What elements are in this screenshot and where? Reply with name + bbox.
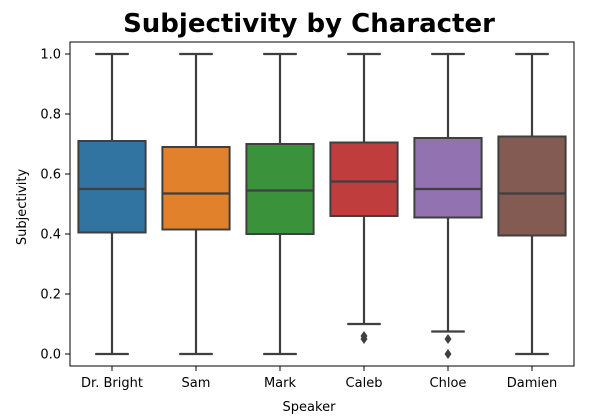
box-1: [161, 146, 231, 231]
box-5: [497, 135, 567, 237]
chart-title: Subjectivity by Character: [123, 9, 495, 39]
y-tick-label-3: 0.6: [40, 168, 61, 183]
y-axis-label: Subjectivity: [15, 169, 30, 246]
outlier-4-0: [444, 349, 452, 359]
box-0: [77, 140, 147, 234]
outlier-4-1: [444, 334, 452, 344]
plot-frame: [69, 41, 575, 367]
y-tick-label-0: 0.0: [40, 348, 61, 363]
x-tick-label-3: Caleb: [346, 376, 383, 391]
y-tick-label-5: 1.0: [40, 48, 61, 63]
x-tick-label-2: Mark: [264, 376, 297, 391]
plot-area: Dr. Bright Sam Mark Caleb Chloe Damien 0.0 0.2 0…: [40, 41, 575, 391]
box-3: [329, 141, 399, 217]
outlier-3-1: [360, 331, 368, 341]
x-tick-label-1: Sam: [182, 376, 211, 391]
x-tick-label-4: Chloe: [430, 376, 467, 391]
box-2: [245, 143, 315, 235]
y-tick-label-2: 0.4: [40, 228, 61, 243]
y-tick-label-1: 0.2: [40, 288, 61, 303]
box-4: [413, 137, 483, 219]
x-axis-label: Speaker: [283, 400, 337, 415]
y-tick-label-4: 0.8: [40, 108, 61, 123]
x-tick-label-5: Damien: [507, 376, 558, 391]
x-tick-label-0: Dr. Bright: [81, 376, 143, 391]
